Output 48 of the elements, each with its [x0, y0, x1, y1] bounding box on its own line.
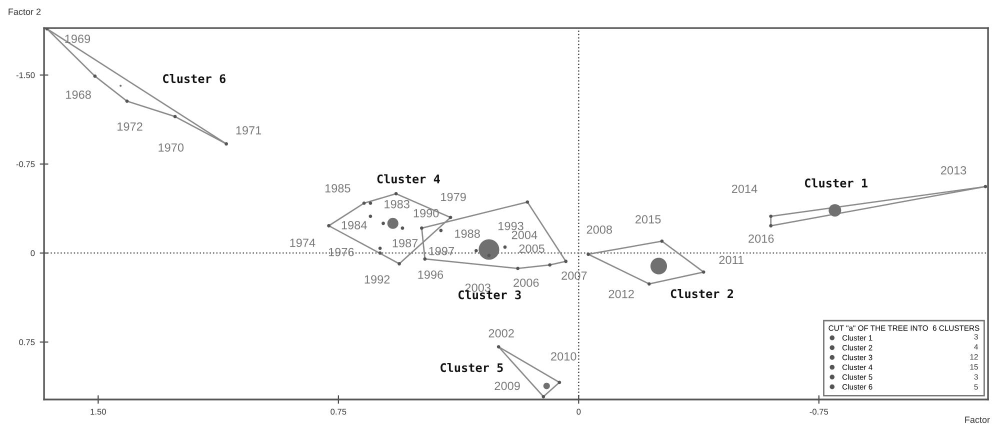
- y-axis-title: Factor 2: [8, 8, 41, 15]
- annotation: 2014: [732, 184, 758, 194]
- y-tick-label: 0: [30, 250, 35, 256]
- annotation: 1969: [65, 34, 90, 44]
- annotation: 1970: [158, 143, 184, 152]
- x-tick-label: -0.75: [810, 408, 828, 415]
- annotation: 1990: [414, 209, 439, 218]
- annotation: 2002: [488, 329, 514, 338]
- annotation: 2008: [586, 225, 612, 234]
- annotation: 2007: [562, 271, 587, 280]
- annotation: 1992: [364, 275, 390, 284]
- annotation: 1972: [118, 122, 142, 131]
- annotation: 1993: [498, 222, 524, 230]
- annotation: Cluster 5: [440, 362, 503, 372]
- annotation: 1984: [342, 220, 367, 230]
- annotation: Cluster 6: [163, 74, 226, 84]
- y-tick-label: -0.75: [16, 161, 35, 168]
- annotation: 1968: [66, 90, 91, 99]
- annotation: 1976: [328, 248, 354, 256]
- annotation: 1985: [325, 184, 350, 192]
- x-axis-title: Factor: [965, 416, 990, 423]
- annotation: Cluster 2: [670, 289, 734, 298]
- annotation: 2016: [748, 234, 774, 243]
- annotation: 1996: [418, 270, 444, 279]
- annotation: 1997: [429, 246, 454, 256]
- annotation: 1983: [384, 200, 410, 208]
- y-tick-label: 0.75: [19, 339, 35, 346]
- annotation: Cluster 1: [804, 178, 868, 188]
- annotation: 2006: [514, 278, 539, 287]
- annotation: 2005: [519, 244, 544, 253]
- annotation: Cluster 4: [377, 174, 440, 184]
- annotation: 1971: [236, 126, 262, 135]
- annotation: 2013: [940, 166, 966, 174]
- x-tick-label: 0: [576, 408, 581, 415]
- annotation: 1988: [455, 229, 480, 238]
- annotation: 2015: [636, 215, 661, 224]
- annotation: 2012: [608, 290, 634, 298]
- annotation: 2010: [551, 352, 576, 361]
- annotation: 1979: [441, 192, 466, 202]
- annotation: 1987: [392, 238, 418, 248]
- annotation: Cluster 3: [458, 290, 521, 300]
- x-tick-label: 0.75: [330, 408, 346, 415]
- annotation: 2004: [512, 230, 538, 240]
- annotation: 2009: [494, 382, 520, 390]
- y-tick-label: -1.50: [16, 72, 35, 78]
- annotation: 1974: [290, 238, 316, 247]
- annotation: 2011: [719, 256, 744, 264]
- x-tick-label: 1.50: [90, 408, 106, 415]
